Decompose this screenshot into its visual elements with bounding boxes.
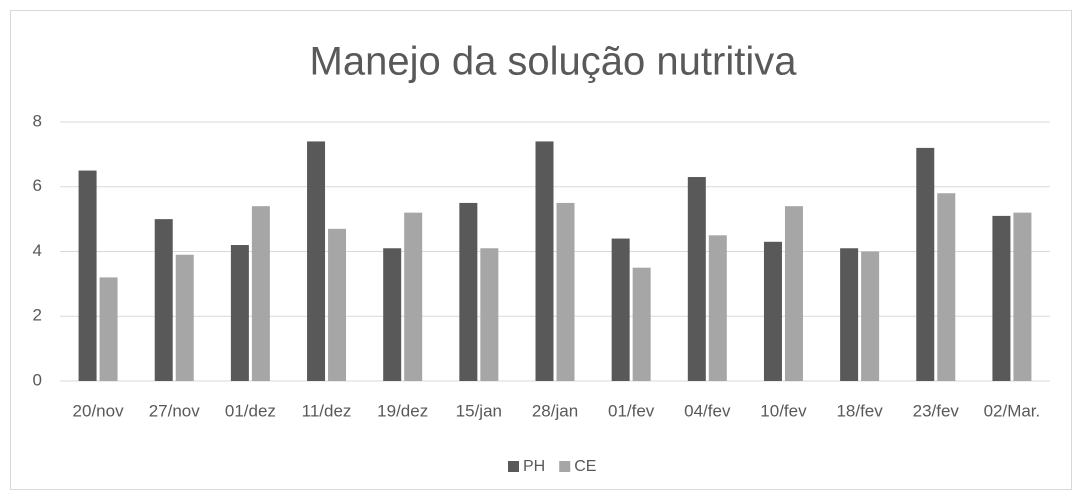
legend-label: PH	[523, 458, 545, 475]
y-tick-label: 6	[33, 176, 42, 195]
bar	[175, 254, 194, 381]
bar	[99, 277, 118, 381]
bar	[916, 147, 935, 381]
x-tick-label: 28/jan	[532, 401, 578, 420]
x-tick-label: 15/jan	[456, 401, 502, 420]
x-tick-label: 11/dez	[302, 401, 352, 420]
bar	[556, 202, 575, 381]
bar	[535, 141, 554, 381]
bar	[687, 177, 706, 381]
bar	[763, 241, 782, 381]
bar	[154, 219, 173, 381]
x-tick-label: 01/fev	[608, 401, 655, 420]
bar	[611, 238, 630, 381]
bar	[480, 248, 499, 381]
bar	[708, 235, 727, 381]
x-tick-label: 04/fev	[684, 401, 731, 420]
bar	[937, 193, 956, 381]
x-tick-label: 18/fev	[836, 401, 883, 420]
bar	[328, 228, 347, 381]
bar	[632, 267, 651, 381]
legend-swatch	[508, 461, 519, 472]
x-tick-label: 19/dez	[377, 401, 428, 420]
bar	[230, 245, 249, 381]
x-tick-label: 20/nov	[73, 401, 125, 420]
bar	[861, 251, 880, 381]
x-tick-label: 02/Mar.	[984, 401, 1041, 420]
bar	[404, 212, 423, 381]
bar	[78, 170, 97, 381]
legend-label: CE	[574, 458, 596, 475]
bar	[784, 206, 803, 381]
bar	[992, 215, 1011, 381]
x-tick-label: 23/fev	[913, 401, 960, 420]
chart-title: Manejo da solução nutritiva	[310, 40, 798, 84]
x-tick-label: 10/fev	[760, 401, 807, 420]
bar	[459, 202, 478, 381]
y-tick-label: 8	[33, 111, 42, 130]
y-tick-label: 2	[33, 306, 42, 325]
y-tick-label: 0	[33, 370, 42, 389]
bar	[840, 248, 859, 381]
x-tick-label: 01/dez	[225, 401, 276, 420]
bar	[1013, 212, 1032, 381]
bar	[307, 141, 326, 381]
y-tick-label: 4	[33, 241, 42, 260]
bar	[251, 206, 270, 381]
bar	[383, 248, 402, 381]
x-tick-label: 27/nov	[149, 401, 201, 420]
legend-swatch	[559, 461, 571, 472]
